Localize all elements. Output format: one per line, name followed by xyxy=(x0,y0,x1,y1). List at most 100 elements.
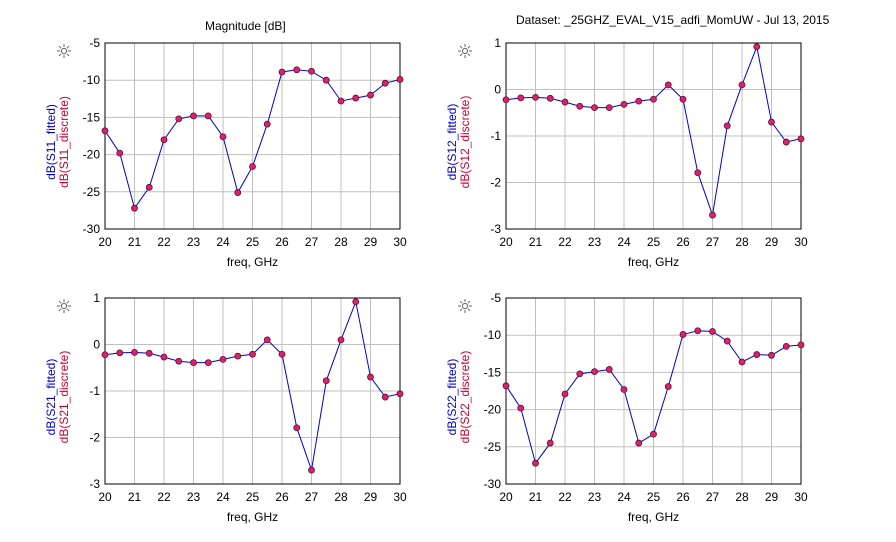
data-point-discrete xyxy=(234,189,242,196)
y-axis-label-fitted: dB(S11_fitted) xyxy=(44,104,58,180)
chart-s22: 20 21 22 23 24 25 26 27 28 29 30 -30 -25 -20 -15 -10 -5 f… xyxy=(445,291,808,524)
x-tick-label: 30 xyxy=(393,490,407,504)
data-point-discrete xyxy=(664,383,672,390)
y-tick-label: -10 xyxy=(484,328,502,342)
data-point-discrete xyxy=(797,135,805,143)
data-point-discrete xyxy=(293,66,301,74)
data-point-discrete xyxy=(738,358,746,366)
data-point-discrete xyxy=(175,357,183,365)
data-point-discrete xyxy=(190,359,197,367)
sun-icon-core xyxy=(461,47,469,55)
x-tick-label: 29 xyxy=(765,490,779,504)
y-tick-label: 0 xyxy=(93,338,100,352)
data-point-discrete xyxy=(635,439,643,447)
sun-icon-core xyxy=(461,302,469,310)
data-point-discrete xyxy=(546,94,554,102)
chart-s21: 20 21 22 23 24 25 26 27 28 29 30 -3 -2 -1 0 1 freq, GHz d… xyxy=(44,291,407,524)
x-tick-label: 29 xyxy=(765,235,779,249)
plot-frame xyxy=(104,42,401,230)
y-tick-label: -1 xyxy=(89,384,100,398)
y-tick-label: -25 xyxy=(484,440,502,454)
data-point-discrete xyxy=(278,68,286,76)
data-point-discrete xyxy=(591,104,598,112)
data-point-discrete xyxy=(532,94,539,101)
data-point-discrete xyxy=(145,349,153,357)
y-tick-label: 1 xyxy=(93,291,100,305)
data-point-discrete xyxy=(576,102,584,110)
data-point-discrete xyxy=(337,336,345,344)
data-point-discrete xyxy=(322,76,330,84)
x-tick-label: 26 xyxy=(676,490,690,504)
data-point-discrete xyxy=(797,341,805,349)
data-point-discrete xyxy=(396,390,404,398)
y-tick-label: -3 xyxy=(89,477,100,491)
x-tick-label: 22 xyxy=(157,490,171,504)
data-point-discrete xyxy=(322,377,330,385)
data-point-discrete xyxy=(367,91,374,99)
y-axis-label-discrete: dB(S12_discrete) xyxy=(458,96,472,189)
data-point-discrete xyxy=(664,81,672,89)
x-tick-label: 25 xyxy=(647,235,661,249)
data-point-discrete xyxy=(278,350,286,358)
x-tick-label: 26 xyxy=(676,235,690,249)
data-point-discrete xyxy=(650,430,657,438)
x-tick-label: 29 xyxy=(364,490,378,504)
data-point-discrete xyxy=(131,349,138,356)
data-point-discrete xyxy=(234,352,242,360)
y-tick-label: -20 xyxy=(484,403,502,417)
y-axis-label-fitted: dB(S22_fitted) xyxy=(445,359,459,436)
data-point-discrete xyxy=(293,424,301,432)
data-point-discrete xyxy=(591,368,598,376)
sun-icon xyxy=(458,44,472,58)
sun-icon-ray xyxy=(66,53,70,57)
y-tick-label: -5 xyxy=(89,36,100,50)
x-axis-label: freq, GHz xyxy=(227,255,278,269)
data-point-discrete xyxy=(175,115,183,123)
data-point-discrete xyxy=(131,204,138,212)
x-tick-label: 30 xyxy=(794,490,808,504)
sun-icon-ray xyxy=(467,300,471,304)
data-point-discrete xyxy=(694,169,702,177)
data-point-discrete xyxy=(679,331,687,338)
x-axis-label: freq, GHz xyxy=(628,255,679,269)
sun-icon-core xyxy=(60,302,68,310)
y-tick-label: -10 xyxy=(83,73,101,87)
data-point-discrete xyxy=(337,97,345,105)
sun-icon-ray xyxy=(459,45,463,49)
data-point-discrete xyxy=(709,328,716,335)
data-point-discrete xyxy=(723,122,731,130)
data-point-discrete xyxy=(502,382,510,390)
x-tick-label: 25 xyxy=(647,490,661,504)
sun-icon-ray xyxy=(66,45,70,49)
x-tick-label: 20 xyxy=(98,235,112,249)
data-point-discrete xyxy=(723,337,731,345)
chart-s11: 20 21 22 23 24 25 26 27 28 29 30 -30 -25 -20 -15 -10 -5 f… xyxy=(44,36,407,269)
sun-icon-ray xyxy=(66,300,70,304)
y-tick-label: -3 xyxy=(490,222,501,236)
y-tick-label: -2 xyxy=(89,431,100,445)
data-point-discrete xyxy=(249,350,256,358)
y-tick-label: -25 xyxy=(83,185,101,199)
x-tick-label: 28 xyxy=(735,235,749,249)
data-point-discrete xyxy=(576,370,584,378)
y-tick-label: -15 xyxy=(484,365,502,379)
data-point-discrete xyxy=(782,138,790,146)
data-point-discrete xyxy=(249,163,256,170)
y-tick-label: -15 xyxy=(83,110,101,124)
x-tick-label: 21 xyxy=(128,235,142,249)
data-point-discrete xyxy=(709,211,716,219)
x-tick-label: 30 xyxy=(393,235,407,249)
data-point-discrete xyxy=(546,439,554,447)
y-axis-label-discrete: dB(S11_discrete) xyxy=(57,96,71,188)
y-axis-label-fitted: dB(S21_fitted) xyxy=(44,359,58,436)
x-tick-label: 26 xyxy=(275,235,289,249)
x-tick-label: 24 xyxy=(216,490,230,504)
y-tick-label: 0 xyxy=(494,83,501,97)
y-tick-label: -30 xyxy=(484,477,502,491)
x-tick-label: 21 xyxy=(529,235,543,249)
x-tick-label: 27 xyxy=(706,235,720,249)
sun-icon xyxy=(57,44,71,58)
x-tick-label: 22 xyxy=(157,235,171,249)
data-point-discrete xyxy=(753,351,761,358)
y-tick-label: -1 xyxy=(490,129,501,143)
